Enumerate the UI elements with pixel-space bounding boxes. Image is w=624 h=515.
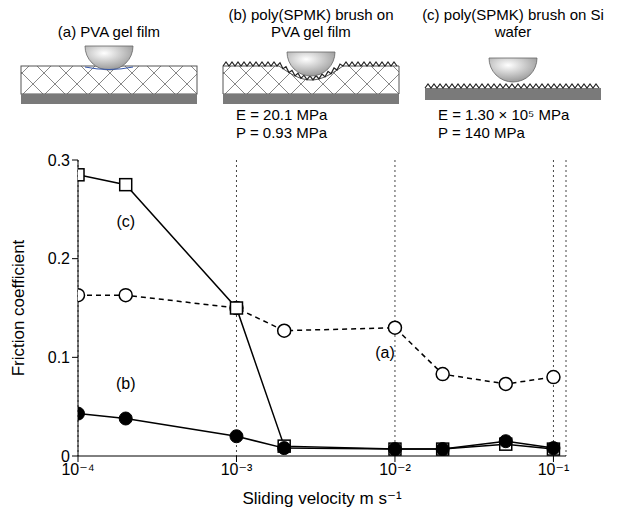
html-text:P = 140 MPa: P = 140 MPa xyxy=(438,124,525,141)
svg-text:(b): (b) xyxy=(116,375,136,392)
html-text:(b) poly(SPMK) brush on PVA ge: (b) poly(SPMK) brush on PVA gel film xyxy=(228,6,394,40)
svg-text:10⁻²: 10⁻² xyxy=(379,461,411,478)
svg-text:0.1: 0.1 xyxy=(48,349,70,366)
svg-text:0.2: 0.2 xyxy=(48,250,70,267)
svg-text:Friction coefficient: Friction coefficient xyxy=(9,239,28,376)
html-text:E = 20.1 MPa: E = 20.1 MPa xyxy=(236,106,328,123)
html-text:(a) PVA gel film: (a) PVA gel film xyxy=(57,23,161,40)
svg-text:Sliding velocity m s⁻¹: Sliding velocity m s⁻¹ xyxy=(242,489,402,508)
html-text:(c) poly(SPMK) brush on Si waf: (c) poly(SPMK) brush on Si wafer xyxy=(422,6,604,40)
svg-text:(a): (a) xyxy=(375,344,395,361)
svg-text:0: 0 xyxy=(61,448,70,465)
svg-text:10⁻⁴: 10⁻⁴ xyxy=(61,461,95,479)
svg-text:10⁻³: 10⁻³ xyxy=(221,461,253,478)
html-text:E = 1.30 × 10⁵ MPa: E = 1.30 × 10⁵ MPa xyxy=(438,106,570,123)
html-text:P = 0.93 MPa: P = 0.93 MPa xyxy=(236,124,327,141)
svg-text:0.3: 0.3 xyxy=(48,152,70,169)
svg-text:10⁻¹: 10⁻¹ xyxy=(538,461,570,478)
svg-text:(c): (c) xyxy=(116,213,135,230)
